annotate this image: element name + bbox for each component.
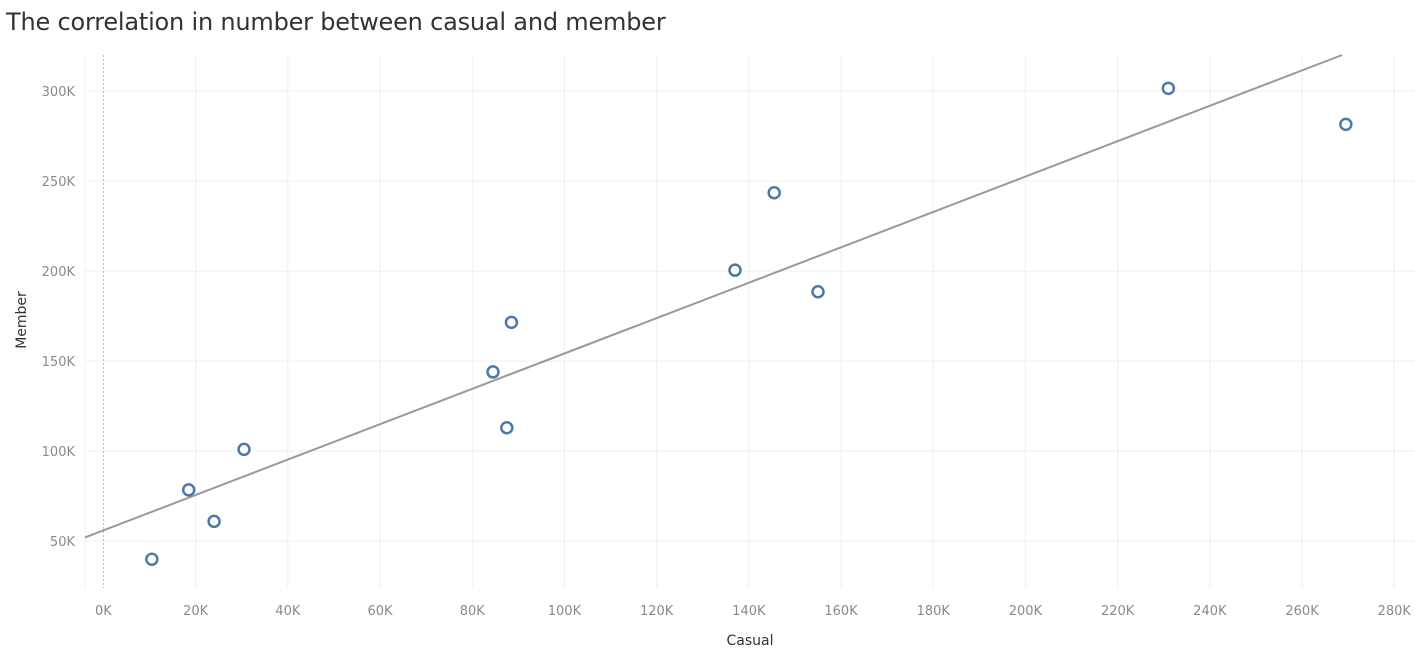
x-gridlines	[195, 55, 1395, 588]
x-tick-label: 60K	[368, 604, 394, 619]
x-tick-label: 80K	[460, 604, 486, 619]
y-tick-label: 50K	[50, 535, 76, 550]
x-tick-label: 240K	[1193, 604, 1227, 619]
data-point	[1339, 117, 1353, 132]
x-tick-label: 140K	[732, 604, 766, 619]
data-point	[207, 514, 221, 529]
x-tick-label: 40K	[275, 604, 301, 619]
data-point	[500, 420, 514, 435]
x-tick-label: 20K	[183, 604, 209, 619]
y-tick-label: 300K	[42, 85, 76, 100]
x-tick-label: 100K	[548, 604, 582, 619]
x-axis-ticks: 0K 20K 40K 60K 80K 100K 120K 140K 160K 180K 200K 22…	[95, 604, 1411, 619]
y-tick-label: 200K	[42, 265, 76, 280]
data-point	[145, 552, 159, 566]
x-tick-label: 220K	[1101, 604, 1135, 619]
data-points	[145, 81, 1353, 566]
data-point	[237, 442, 251, 457]
y-tick-label: 150K	[42, 355, 76, 370]
y-tick-label: 100K	[42, 445, 76, 460]
y-axis-title: Member	[14, 291, 30, 349]
data-point	[1161, 81, 1176, 96]
y-gridlines	[85, 90, 1415, 542]
x-tick-label: 160K	[824, 604, 858, 619]
data-point	[767, 186, 781, 200]
x-tick-label: 180K	[917, 604, 951, 619]
x-tick-label: 200K	[1009, 604, 1043, 619]
data-point	[486, 365, 500, 379]
chart-title: The correlation in number between casual…	[6, 8, 666, 36]
x-tick-label: 260K	[1285, 604, 1319, 619]
data-point	[728, 263, 742, 277]
x-tick-label: 280K	[1378, 604, 1412, 619]
trend-line	[84, 54, 1343, 539]
x-tick-label: 120K	[640, 604, 674, 619]
y-tick-label: 250K	[42, 175, 76, 190]
x-axis-title: Casual	[727, 633, 774, 649]
y-axis-ticks: 50K 100K 150K 200K 250K 300K	[42, 85, 76, 550]
x-tick-label: 0K	[95, 604, 112, 619]
data-point	[504, 315, 519, 330]
data-point	[181, 483, 196, 497]
data-point	[811, 285, 825, 299]
